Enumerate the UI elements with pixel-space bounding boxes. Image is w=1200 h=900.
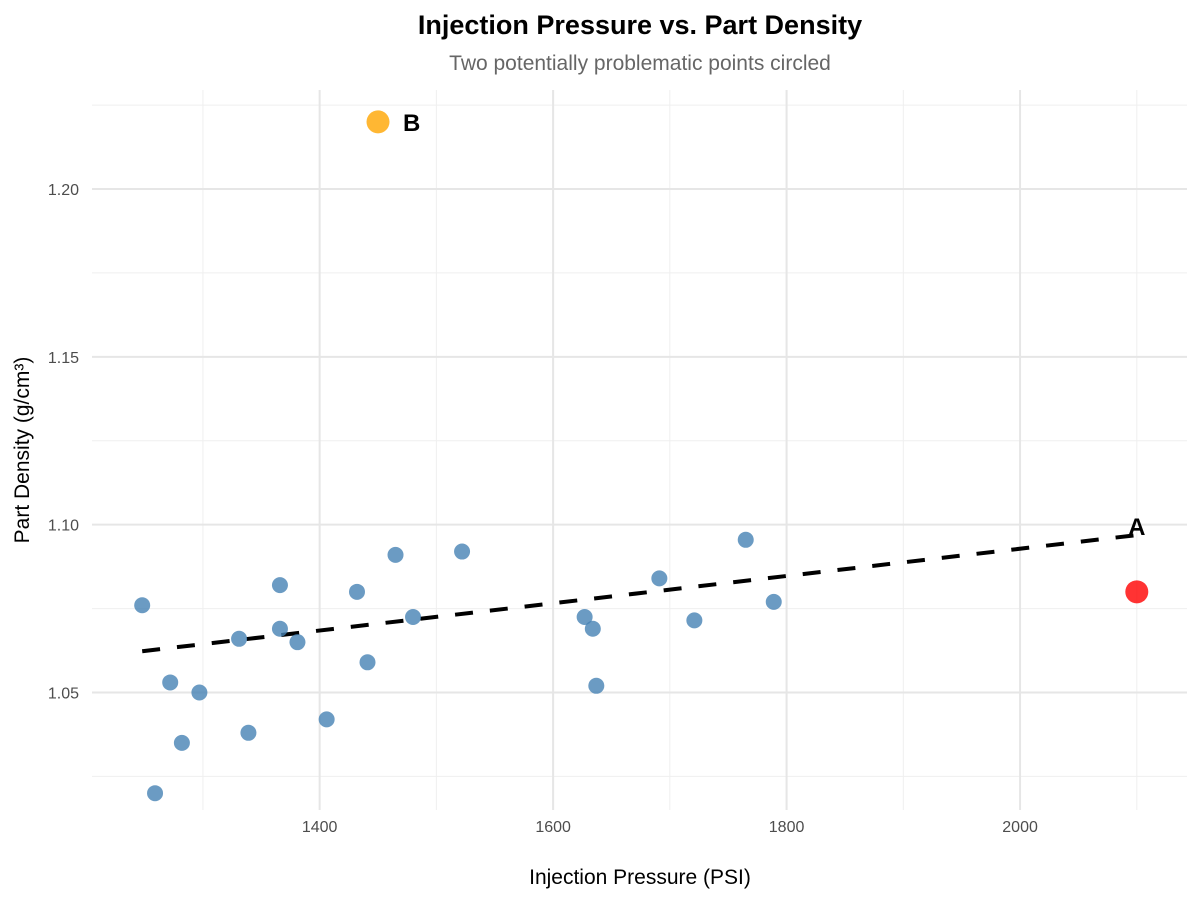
data-point [387, 546, 404, 563]
data-point [348, 583, 365, 600]
data-point [686, 612, 703, 629]
chart-title: Injection Pressure vs. Part Density [418, 10, 862, 40]
x-tick-label: 2000 [1002, 819, 1038, 836]
y-tick-label: 1.20 [48, 182, 79, 199]
data-point [191, 684, 208, 701]
x-tick-label: 1800 [769, 819, 805, 836]
data-point [765, 593, 782, 610]
data-point [271, 577, 288, 594]
x-tick-label: 1400 [302, 819, 338, 836]
highlight-point-a [1125, 580, 1149, 604]
data-point [231, 630, 248, 647]
data-point [271, 620, 288, 637]
data-point [588, 677, 605, 694]
annotation-label-b: B [403, 110, 420, 137]
data-point [240, 724, 257, 741]
data-point [134, 597, 151, 614]
data-point [576, 608, 593, 625]
chart-subtitle: Two potentially problematic points circl… [449, 52, 831, 75]
data-point [405, 608, 422, 625]
y-axis-label: Part Density (g/cm³) [11, 357, 34, 544]
annotation-label-a: A [1128, 514, 1145, 541]
data-point [737, 531, 754, 548]
y-tick-label: 1.15 [48, 350, 79, 367]
data-point [318, 711, 335, 728]
highlight-point-b [366, 110, 390, 134]
y-tick-label: 1.10 [48, 518, 79, 535]
y-tick-label: 1.05 [48, 686, 79, 703]
data-point [289, 634, 306, 651]
data-point [651, 570, 668, 587]
trend-line [141, 533, 1138, 654]
data-point [359, 654, 376, 671]
data-point [584, 620, 601, 637]
data-point [147, 785, 164, 802]
data-point [162, 674, 179, 691]
data-point [454, 543, 471, 560]
data-point [173, 734, 190, 751]
x-axis-label: Injection Pressure (PSI) [529, 866, 751, 889]
x-tick-label: 1600 [535, 819, 571, 836]
